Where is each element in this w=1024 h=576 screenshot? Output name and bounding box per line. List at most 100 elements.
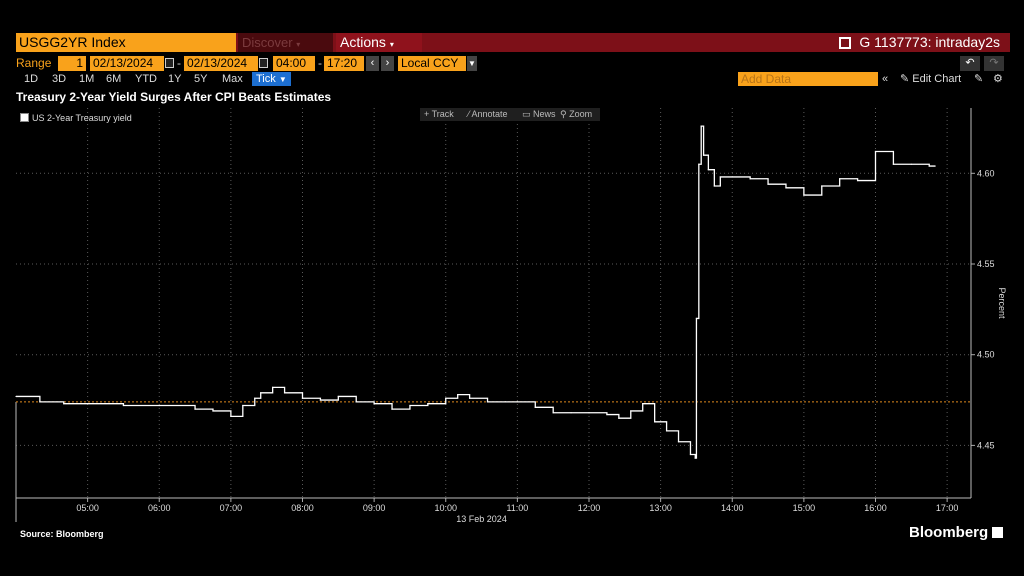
tab-3d[interactable]: 3D [52, 73, 67, 85]
tab-max[interactable]: Max [222, 73, 243, 85]
range-value-field[interactable]: 1 [58, 56, 86, 71]
x-tick-label: 17:00 [936, 503, 959, 513]
data-point [821, 185, 823, 187]
end-date-field[interactable]: 02/13/2024 [184, 56, 258, 71]
edit-chart-label: Edit Chart [912, 73, 962, 85]
annotate-button[interactable]: ⁄ Annotate [468, 108, 508, 121]
add-data-input[interactable]: Add Data [738, 72, 878, 86]
data-point [445, 397, 447, 399]
range-label: Range [16, 56, 52, 70]
edit-settings-icon[interactable]: ✎ [974, 73, 984, 85]
news-label: News [533, 109, 556, 119]
x-tick-label: 12:00 [578, 503, 601, 513]
chevron-down-icon[interactable]: ▼ [467, 56, 477, 71]
data-point [391, 408, 393, 410]
tab-1m[interactable]: 1M [79, 73, 95, 85]
chevron-left-icon[interactable]: ‹ [366, 56, 379, 71]
y-tick-label: 4.50 [977, 350, 995, 360]
y-tick-label: 4.60 [977, 168, 995, 178]
track-label: Track [431, 109, 454, 119]
data-point [122, 404, 125, 407]
data-point [516, 401, 518, 403]
calendar-icon[interactable] [165, 58, 174, 68]
data-point [87, 403, 89, 405]
x-axis-label: 13 Feb 2024 [456, 514, 507, 524]
data-point [642, 403, 644, 405]
data-point [630, 410, 632, 412]
data-point [212, 410, 214, 412]
legend-swatch [20, 113, 29, 122]
legend-label: US 2-Year Treasury yield [32, 113, 132, 123]
data-point [194, 408, 196, 410]
ticker-field[interactable]: USGG2YR Index [16, 33, 236, 52]
pencil-icon: ✎ [900, 73, 910, 85]
tab-1y[interactable]: 1Y [168, 73, 182, 85]
data-point [158, 404, 160, 407]
track-button[interactable]: + Track [424, 108, 454, 121]
x-tick-label: 06:00 [148, 503, 171, 513]
data-point [355, 401, 357, 403]
x-tick-label: 10:00 [434, 503, 457, 513]
series-line [16, 125, 936, 459]
x-tick-label: 05:00 [76, 503, 99, 513]
news-icon: ▭ [522, 109, 531, 119]
data-point [486, 401, 489, 403]
undo-icon[interactable]: ↶ [960, 56, 980, 71]
data-point [689, 453, 692, 456]
x-tick-label: 07:00 [220, 503, 243, 513]
y-tick-label: 4.55 [977, 259, 995, 269]
end-time-field[interactable]: 17:20 [324, 56, 364, 71]
gear-icon[interactable]: ⚙ [993, 73, 1003, 85]
calendar-icon[interactable] [259, 58, 268, 68]
data-point [63, 403, 65, 405]
zoom-button[interactable]: ⚲ Zoom [560, 108, 592, 121]
y-axis-label: Percent [997, 287, 1007, 319]
discover-button[interactable]: Discover ▾ [238, 33, 333, 52]
tab-6m[interactable]: 6M [106, 73, 122, 85]
data-point [694, 457, 696, 459]
data-point [260, 392, 262, 394]
currency-select[interactable]: Local CCY [398, 56, 466, 71]
date-separator: - [177, 56, 181, 70]
source-note: Source: Bloomberg [20, 529, 104, 539]
chart-name-link[interactable]: G 1137773: intraday2s [839, 33, 1000, 52]
bloomberg-icon [992, 527, 1004, 538]
chart-title: Treasury 2-Year Yield Surges After CPI B… [16, 90, 332, 104]
data-point [713, 185, 715, 187]
tab-tick[interactable]: Tick ▼ [252, 72, 291, 86]
data-point [703, 154, 705, 156]
chevron-right-icon[interactable]: › [381, 56, 394, 71]
edit-chart-button[interactable]: ✎ Edit Chart [900, 72, 961, 86]
data-point [731, 176, 733, 178]
x-tick-label: 16:00 [864, 503, 887, 513]
start-date-field[interactable]: 02/13/2024 [90, 56, 164, 71]
collapse-icon[interactable]: « [882, 73, 889, 85]
data-point [698, 163, 700, 165]
x-tick-label: 11:00 [506, 503, 528, 513]
data-point [695, 317, 698, 320]
data-point [272, 386, 274, 388]
x-tick-label: 09:00 [363, 503, 386, 513]
tab-5y[interactable]: 5Y [194, 73, 208, 85]
data-point [469, 397, 471, 399]
actions-label: Actions [340, 34, 386, 50]
data-point [337, 395, 339, 398]
zoom-label: Zoom [569, 109, 593, 119]
tab-1d[interactable]: 1D [24, 73, 39, 85]
data-point [301, 397, 304, 399]
legend: US 2-Year Treasury yield [20, 113, 132, 123]
redo-icon[interactable]: ↷ [984, 56, 1004, 71]
chevron-down-icon: ▾ [389, 40, 394, 49]
time-separator: - [318, 56, 322, 70]
actions-button[interactable]: Actions ▾ [336, 33, 422, 52]
data-point [618, 417, 620, 419]
chart-name-label: G 1137773: intraday2s [859, 34, 1000, 50]
data-point [570, 412, 572, 414]
start-time-field[interactable]: 04:00 [273, 56, 315, 71]
news-button[interactable]: ▭ News [522, 108, 556, 121]
data-point [283, 392, 286, 394]
tab-ytd[interactable]: YTD [135, 73, 157, 85]
data-point [457, 394, 459, 396]
data-point [928, 165, 930, 167]
data-point [230, 415, 232, 417]
